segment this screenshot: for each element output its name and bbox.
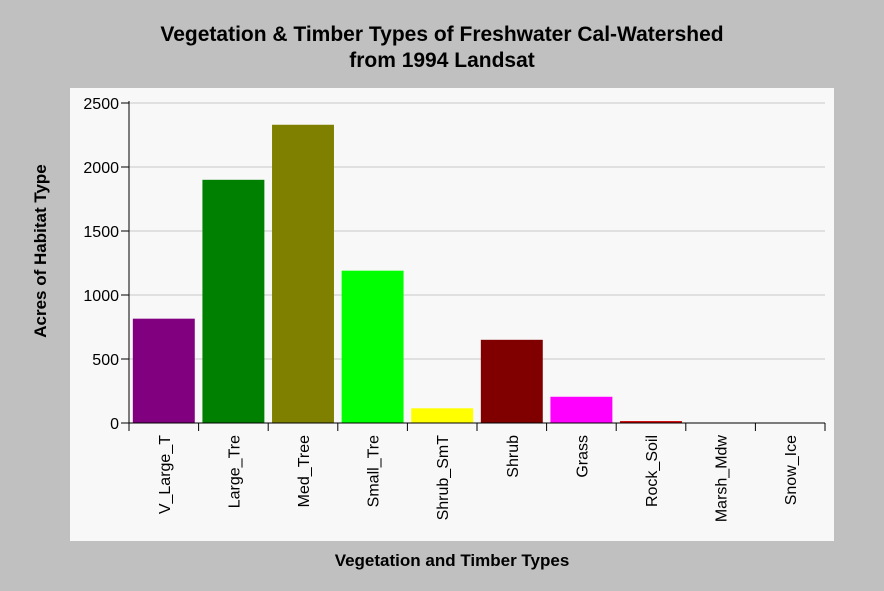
x-tick-label: Rock_Soil — [644, 435, 661, 507]
x-tick-label: Shrub_SmT — [435, 435, 452, 521]
bar-med-tree — [272, 125, 334, 423]
x-tick-label: Med_Tree — [296, 435, 313, 507]
bar-small-tre — [342, 271, 404, 423]
bar-shrub-smt — [411, 408, 473, 423]
bar-chart: 0 500 1000 1500 2000 2500 V_Large_T Large_Tre Me… — [0, 0, 884, 591]
y-tick-label: 2000 — [83, 160, 119, 177]
bar-shrub — [481, 340, 543, 423]
bar-grass — [550, 397, 612, 423]
y-tick-label: 500 — [92, 352, 119, 369]
y-tick-label: 2500 — [83, 96, 119, 113]
x-tick-label: Large_Tre — [226, 435, 243, 508]
x-tick-label: Small_Tre — [366, 435, 383, 507]
y-tick-label: 1000 — [83, 288, 119, 305]
x-tick-label: V_Large_T — [157, 435, 174, 514]
x-tick-label: Shrub — [505, 435, 522, 478]
x-tick-label: Grass — [574, 435, 591, 478]
x-tick-label: Marsh_Mdw — [714, 435, 731, 523]
bar-v-large-t — [133, 319, 195, 423]
y-tick-label: 0 — [110, 416, 119, 433]
bar-large-tre — [202, 180, 264, 423]
y-tick-label: 1500 — [83, 224, 119, 241]
x-tick-label: Snow_Ice — [783, 435, 800, 505]
